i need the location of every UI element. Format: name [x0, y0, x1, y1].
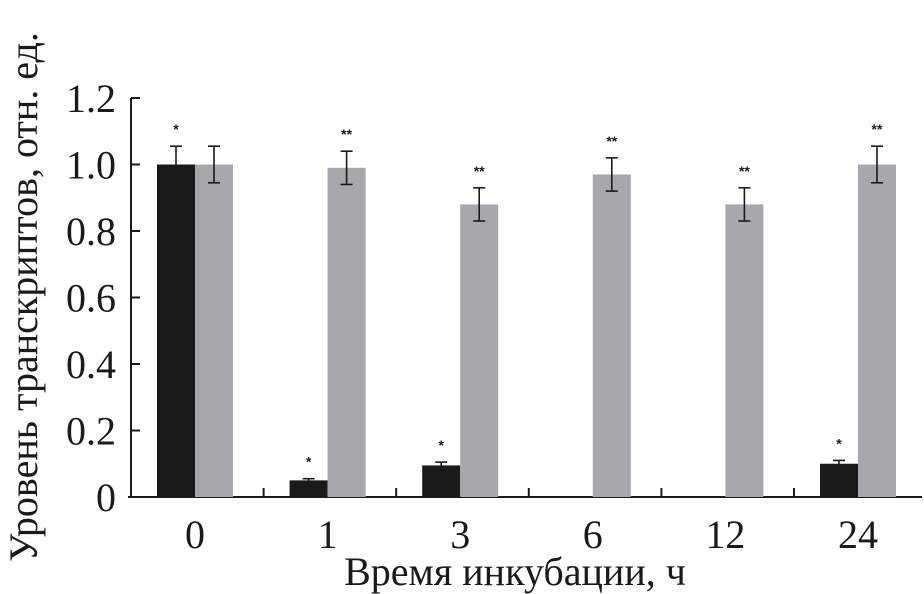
x-tick-label: 24	[838, 512, 878, 557]
significance-mark: *	[836, 435, 842, 451]
labels: 00.20.40.60.81.01.2*0***1***3**6**12***2…	[66, 76, 883, 557]
y-tick-label: 0.8	[66, 209, 116, 254]
bar	[460, 204, 499, 497]
significance-mark: **	[739, 163, 750, 179]
significance-mark: **	[606, 133, 617, 149]
axes	[128, 97, 922, 498]
bar	[327, 167, 366, 497]
bar	[422, 465, 461, 497]
significance-mark: **	[341, 126, 352, 142]
bar	[725, 204, 764, 497]
significance-mark: **	[474, 163, 485, 179]
significance-mark: *	[438, 437, 444, 453]
bar	[592, 174, 631, 497]
y-tick-label: 0.4	[66, 342, 116, 387]
significance-mark: *	[173, 121, 179, 137]
bar	[195, 164, 233, 497]
x-axis-title: Время инкубации, ч	[344, 549, 686, 594]
y-tick-label: 0.6	[66, 276, 116, 321]
x-tick-label: 0	[185, 512, 205, 557]
bars	[157, 145, 896, 497]
y-tick-label: 1.0	[66, 143, 116, 188]
significance-mark: *	[306, 454, 312, 470]
x-tick-label: 3	[450, 512, 470, 557]
bar	[858, 164, 896, 497]
bar	[157, 164, 195, 497]
x-tick-label: 1	[318, 512, 338, 557]
y-tick-label: 0.2	[66, 409, 116, 454]
significance-mark: **	[872, 121, 883, 137]
bar	[289, 480, 328, 497]
y-tick-label: 0	[96, 475, 116, 520]
y-tick-label: 1.2	[66, 76, 116, 121]
y-axis-title: Уровень транскриптов, отн. ед.	[1, 32, 46, 562]
bar	[820, 463, 858, 497]
x-tick-label: 6	[583, 512, 603, 557]
x-tick-label: 12	[705, 512, 745, 557]
